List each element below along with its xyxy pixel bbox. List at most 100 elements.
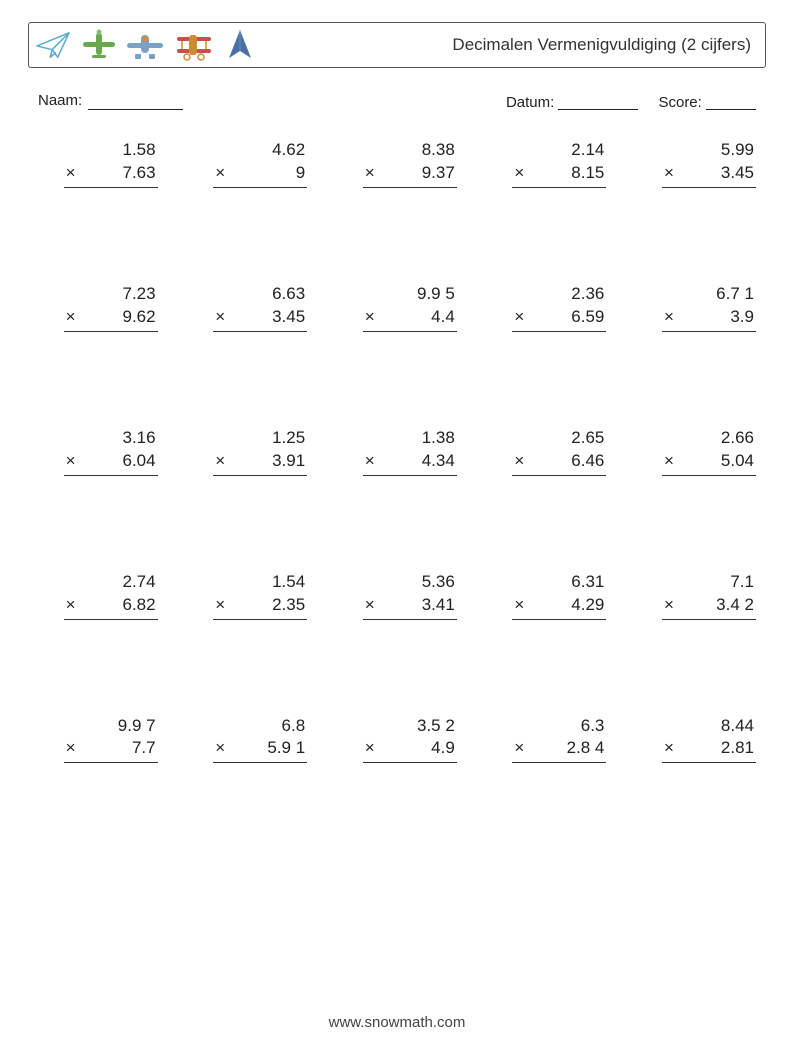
problem: 2.65×6.46 <box>487 427 607 476</box>
operator: × <box>363 162 375 185</box>
multiplier-row: × 4.34 <box>363 450 457 476</box>
multiplier: 7.63 <box>123 162 158 185</box>
problem: 7.23 × 9.62 <box>38 283 158 332</box>
multiplier-row: × 9.37 <box>363 162 457 188</box>
multiplier-row: ×3.45 <box>662 162 756 188</box>
problem: 5.36×3.41 <box>337 571 457 620</box>
name-label: Naam: <box>38 92 82 111</box>
multiplier-row: × 9.62 <box>64 306 158 332</box>
multiplier: 3.45 <box>272 306 307 329</box>
multiplicand: 9.9 5 <box>417 283 457 306</box>
worksheet-title: Decimalen Vermenigvuldiging (2 cijfers) <box>452 35 751 55</box>
jet-icon <box>223 28 257 62</box>
multiplier: 4.4 <box>431 306 457 329</box>
multiplier: 9.62 <box>123 306 158 329</box>
multiplier: 4.9 <box>431 737 457 760</box>
operator: × <box>512 162 524 185</box>
multiplicand: 8.38 <box>422 139 457 162</box>
operator: × <box>213 450 225 473</box>
multiplier: 9.37 <box>422 162 457 185</box>
multiplicand: 2.36 <box>571 283 606 306</box>
name-blank[interactable] <box>88 95 183 110</box>
multiplier-row: × 2.35 <box>213 594 307 620</box>
operator: × <box>64 450 76 473</box>
problem: 3.16 × 6.04 <box>38 427 158 476</box>
score-label: Score: <box>658 94 701 111</box>
footer-url: www.snowmath.com <box>0 1014 794 1031</box>
multiplier-row: × 6.82 <box>64 594 158 620</box>
multiplier-row: × 2.81 <box>662 737 756 763</box>
operator: × <box>64 306 76 329</box>
multiplicand: 5.99 <box>721 139 756 162</box>
multiplier: 5.9 1 <box>267 737 307 760</box>
multiplier-row: × 3.4 2 <box>662 594 756 620</box>
operator: × <box>213 737 225 760</box>
operator: × <box>662 306 674 329</box>
multiplicand: 2.14 <box>571 139 606 162</box>
multiplier: 2.81 <box>721 737 756 760</box>
multiplier: 3.91 <box>272 450 307 473</box>
multiplier: 4.34 <box>422 450 457 473</box>
multiplier-row: × 6.04 <box>64 450 158 476</box>
multiplicand: 3.16 <box>123 427 158 450</box>
multiplicand: 8.44 <box>721 715 756 738</box>
meta-row: Naam: Datum: Score: <box>38 92 756 111</box>
multiplier-row: ×3.45 <box>213 306 307 332</box>
operator: × <box>363 450 375 473</box>
multiplicand: 1.58 <box>123 139 158 162</box>
problem: 8.38 × 9.37 <box>337 139 457 188</box>
problem: 1.54 × 2.35 <box>188 571 308 620</box>
multiplier-row: ×4.29 <box>512 594 606 620</box>
operator: × <box>512 737 524 760</box>
multiplier: 6.82 <box>123 594 158 617</box>
operator: × <box>363 306 375 329</box>
problem: 6.8×5.9 1 <box>188 715 308 764</box>
multiplicand: 2.65 <box>571 427 606 450</box>
problem: 6.63×3.45 <box>188 283 308 332</box>
problem: 2.14×8.15 <box>487 139 607 188</box>
multiplier: 2.35 <box>272 594 307 617</box>
problem: 4.62×9 <box>188 139 308 188</box>
operator: × <box>662 737 674 760</box>
multiplier-row: ×2.8 4 <box>512 737 606 763</box>
problem: 3.5 2 × 4.9 <box>337 715 457 764</box>
problem: 8.44 × 2.81 <box>636 715 756 764</box>
multiplicand: 7.23 <box>123 283 158 306</box>
multiplicand: 1.54 <box>272 571 307 594</box>
multiplier: 9 <box>296 162 307 185</box>
operator: × <box>512 594 524 617</box>
multiplicand: 9.9 7 <box>118 715 158 738</box>
multiplier-row: ×8.15 <box>512 162 606 188</box>
multiplicand: 6.31 <box>571 571 606 594</box>
operator: × <box>64 594 76 617</box>
date-blank[interactable] <box>558 95 638 110</box>
multiplicand: 1.38 <box>422 427 457 450</box>
multiplier-row: × 4.4 <box>363 306 457 332</box>
multiplier: 3.9 <box>730 306 756 329</box>
operator: × <box>662 594 674 617</box>
multiplicand: 3.5 2 <box>417 715 457 738</box>
multiplier: 6.46 <box>571 450 606 473</box>
multiplier: 6.04 <box>123 450 158 473</box>
multiplier: 7.7 <box>132 737 158 760</box>
multiplier: 5.04 <box>721 450 756 473</box>
problem: 9.9 5 × 4.4 <box>337 283 457 332</box>
multiplicand: 6.3 <box>581 715 607 738</box>
problem: 9.9 7 × 7.7 <box>38 715 158 764</box>
multiplicand: 2.66 <box>721 427 756 450</box>
operator: × <box>213 162 225 185</box>
multiplier-row: ×9 <box>213 162 307 188</box>
operator: × <box>363 737 375 760</box>
score-blank[interactable] <box>706 95 756 110</box>
header-icons <box>35 28 257 62</box>
operator: × <box>213 594 225 617</box>
multiplier: 3.4 2 <box>716 594 756 617</box>
multiplier-row: ×6.59 <box>512 306 606 332</box>
problems-grid: 1.58×7.634.62×98.38×9.372.14×8.155.99×3.… <box>38 139 756 763</box>
multiplier-row: × 7.7 <box>64 737 158 763</box>
operator: × <box>64 737 76 760</box>
multiplier-row: × 5.9 1 <box>213 737 307 763</box>
multiplicand: 7.1 <box>730 571 756 594</box>
problem: 7.1 × 3.4 2 <box>636 571 756 620</box>
multiplicand: 1.25 <box>272 427 307 450</box>
